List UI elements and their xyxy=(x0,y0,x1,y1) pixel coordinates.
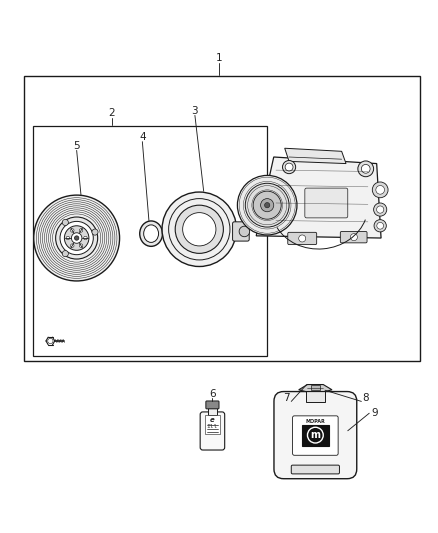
Circle shape xyxy=(71,244,74,247)
Circle shape xyxy=(60,221,93,255)
Text: MOPAR: MOPAR xyxy=(305,419,325,424)
Circle shape xyxy=(374,203,387,216)
Circle shape xyxy=(261,199,274,212)
Text: Ill: Ill xyxy=(207,424,218,429)
Circle shape xyxy=(62,220,68,225)
Circle shape xyxy=(350,233,357,241)
FancyBboxPatch shape xyxy=(305,188,348,218)
FancyBboxPatch shape xyxy=(293,416,338,455)
Circle shape xyxy=(377,222,384,229)
Circle shape xyxy=(361,165,370,173)
Text: 6: 6 xyxy=(209,389,216,399)
Ellipse shape xyxy=(140,221,162,246)
Text: 9: 9 xyxy=(371,408,378,418)
Text: 4: 4 xyxy=(139,132,146,142)
Text: 3: 3 xyxy=(191,106,198,116)
FancyBboxPatch shape xyxy=(291,465,339,474)
Circle shape xyxy=(265,203,270,208)
Circle shape xyxy=(71,229,74,232)
Bar xyxy=(205,415,220,434)
Circle shape xyxy=(299,235,306,242)
Circle shape xyxy=(92,229,98,235)
Circle shape xyxy=(175,205,223,253)
Circle shape xyxy=(283,160,296,174)
Circle shape xyxy=(64,226,89,251)
Text: 8: 8 xyxy=(362,393,369,403)
Circle shape xyxy=(79,229,83,232)
Bar xyxy=(24,76,420,361)
Text: 2: 2 xyxy=(108,108,115,118)
Bar xyxy=(306,390,325,402)
Circle shape xyxy=(307,427,323,443)
Circle shape xyxy=(56,217,98,259)
Circle shape xyxy=(48,338,53,344)
Ellipse shape xyxy=(144,225,159,243)
FancyBboxPatch shape xyxy=(288,232,317,245)
Circle shape xyxy=(34,195,120,281)
Text: 5: 5 xyxy=(73,141,80,151)
Circle shape xyxy=(62,251,68,257)
Bar xyxy=(33,126,267,356)
Circle shape xyxy=(84,236,87,240)
Circle shape xyxy=(239,226,250,237)
Circle shape xyxy=(358,161,374,177)
FancyBboxPatch shape xyxy=(206,401,219,409)
Polygon shape xyxy=(256,157,381,238)
Circle shape xyxy=(74,236,79,240)
Circle shape xyxy=(237,175,297,235)
Text: 7: 7 xyxy=(283,393,290,403)
Circle shape xyxy=(79,244,83,247)
Polygon shape xyxy=(285,148,346,164)
Circle shape xyxy=(66,236,70,240)
Text: e: e xyxy=(210,417,215,423)
Circle shape xyxy=(253,191,281,219)
FancyBboxPatch shape xyxy=(200,412,225,450)
Bar xyxy=(302,425,328,446)
Circle shape xyxy=(377,206,384,213)
Circle shape xyxy=(285,163,293,171)
Bar xyxy=(208,408,217,415)
Bar xyxy=(311,384,320,390)
Circle shape xyxy=(245,183,289,227)
Circle shape xyxy=(376,185,385,194)
Text: m: m xyxy=(311,430,320,440)
Circle shape xyxy=(71,233,82,243)
FancyBboxPatch shape xyxy=(274,392,357,479)
FancyBboxPatch shape xyxy=(340,231,367,243)
Polygon shape xyxy=(299,384,332,392)
Circle shape xyxy=(183,213,216,246)
FancyBboxPatch shape xyxy=(233,222,249,241)
Circle shape xyxy=(372,182,388,198)
Text: 1: 1 xyxy=(215,53,223,63)
Circle shape xyxy=(162,192,237,266)
Circle shape xyxy=(374,220,386,232)
